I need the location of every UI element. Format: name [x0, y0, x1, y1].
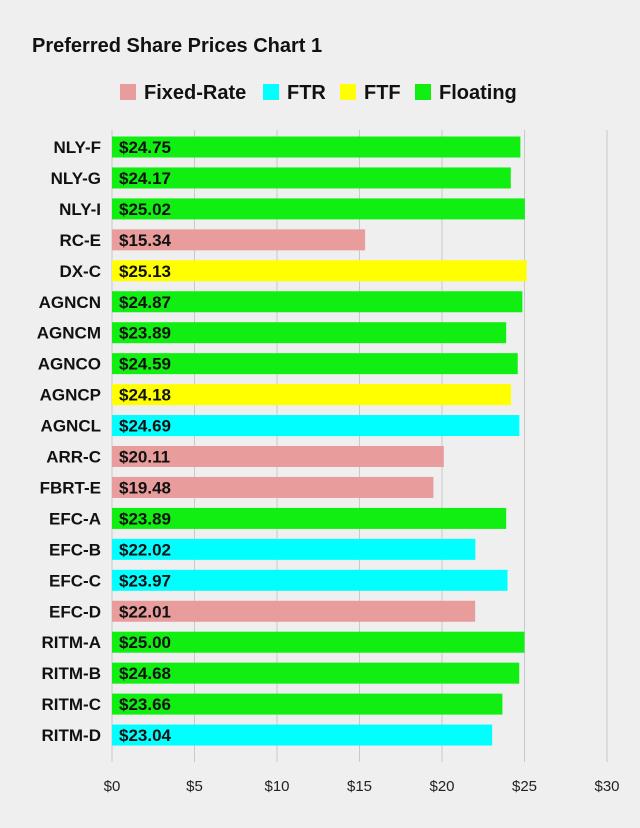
category-label-agnco: AGNCO	[38, 355, 101, 374]
value-label-ritm-b: $24.68	[119, 664, 171, 683]
legend-label-ftf: FTF	[364, 82, 401, 104]
bar-agncp	[112, 384, 511, 406]
value-label-nly-g: $24.17	[119, 169, 171, 188]
legend-label-fixed-rate: Fixed-Rate	[144, 82, 246, 104]
category-label-nly-g: NLY-G	[51, 169, 101, 188]
value-label-agncn: $24.87	[119, 293, 171, 312]
x-tick-label: $30	[594, 778, 619, 795]
value-labels: $24.75 $24.17 $25.02 $15.34 $25.13 $24.87 $23.…	[119, 138, 172, 745]
value-label-agncp: $24.18	[119, 386, 171, 405]
category-label-nly-i: NLY-I	[59, 200, 101, 219]
legend-swatch-ftr	[263, 84, 279, 100]
bar-nly-g	[112, 167, 511, 189]
bar-efc-b	[112, 538, 476, 560]
value-label-ritm-a: $25.00	[119, 633, 171, 652]
bar-arr-c	[112, 446, 444, 467]
category-label-fbrt-e: FBRT-E	[40, 478, 101, 497]
category-label-agncl: AGNCL	[41, 417, 101, 436]
chart-title: Preferred Share Prices Chart 1	[32, 35, 322, 57]
x-tick-label: $20	[429, 778, 454, 795]
legend-label-ftr: FTR	[287, 82, 326, 104]
bar-agncm	[112, 322, 507, 344]
x-axis-ticks: $0 $5 $10 $15 $20 $25 $30	[104, 778, 620, 795]
bar-efc-a	[112, 507, 507, 529]
category-label-agncp: AGNCP	[40, 386, 101, 405]
bar-nly-f	[112, 136, 521, 158]
category-label-agncm: AGNCM	[37, 324, 101, 343]
bar-ritm-a	[112, 631, 525, 653]
value-label-ritm-d: $23.04	[119, 726, 172, 745]
value-label-arr-c: $20.11	[119, 448, 170, 467]
value-label-dx-c: $25.13	[119, 262, 171, 281]
x-tick-label: $5	[186, 778, 203, 795]
legend-swatch-ftf	[340, 84, 356, 100]
category-label-agncn: AGNCN	[39, 293, 101, 312]
bar-rc-e	[112, 229, 366, 251]
bar-ritm-b	[112, 662, 520, 684]
category-label-efc-d: EFC-D	[49, 602, 101, 621]
value-label-efc-b: $22.02	[119, 540, 171, 559]
legend-swatch-floating	[415, 84, 431, 100]
value-label-ritm-c: $23.66	[119, 695, 171, 714]
value-label-rc-e: $15.34	[119, 231, 172, 250]
value-label-agncl: $24.69	[119, 417, 171, 436]
value-label-efc-c: $23.97	[119, 571, 171, 590]
value-label-agnco: $24.59	[119, 355, 171, 374]
x-tick-label: $0	[104, 778, 121, 795]
category-label-efc-a: EFC-A	[49, 509, 101, 528]
bar-agnco	[112, 353, 518, 375]
category-label-efc-b: EFC-B	[49, 540, 101, 559]
category-label-ritm-a: RITM-A	[42, 633, 101, 652]
value-label-efc-a: $23.89	[119, 509, 171, 528]
legend-label-floating: Floating	[439, 82, 517, 104]
x-tick-label: $25	[512, 778, 537, 795]
value-label-efc-d: $22.01	[119, 602, 171, 621]
bar-efc-c	[112, 569, 508, 591]
category-labels: NLY-F NLY-G NLY-I RC-E DX-C AGNCN AGNCM AGNCO AG…	[37, 138, 101, 745]
category-label-rc-e: RC-E	[59, 231, 101, 250]
category-label-arr-c: ARR-C	[46, 448, 101, 467]
bar-efc-d	[112, 600, 476, 622]
category-label-ritm-c: RITM-C	[42, 695, 101, 714]
category-label-ritm-d: RITM-D	[42, 726, 101, 745]
value-label-nly-i: $25.02	[119, 200, 171, 219]
value-label-fbrt-e: $19.48	[119, 478, 171, 497]
bars	[112, 136, 527, 746]
category-label-nly-f: NLY-F	[53, 138, 101, 157]
legend-swatch-fixed-rate	[120, 84, 136, 100]
bar-agncn	[112, 291, 523, 313]
bar-ritm-c	[112, 693, 503, 715]
bar-ritm-d	[112, 724, 493, 746]
category-label-dx-c: DX-C	[59, 262, 101, 281]
category-label-efc-c: EFC-C	[49, 571, 101, 590]
bar-fbrt-e	[112, 476, 434, 498]
category-label-ritm-b: RITM-B	[42, 664, 101, 683]
bar-agncl	[112, 415, 520, 437]
bar-nly-i	[112, 198, 525, 220]
x-tick-label: $15	[347, 778, 372, 795]
value-label-nly-f: $24.75	[119, 138, 171, 157]
legend: Fixed-Rate FTR FTF Floating	[120, 82, 517, 104]
bar-dx-c	[112, 260, 527, 282]
value-label-agncm: $23.89	[119, 324, 171, 343]
x-tick-label: $10	[264, 778, 289, 795]
